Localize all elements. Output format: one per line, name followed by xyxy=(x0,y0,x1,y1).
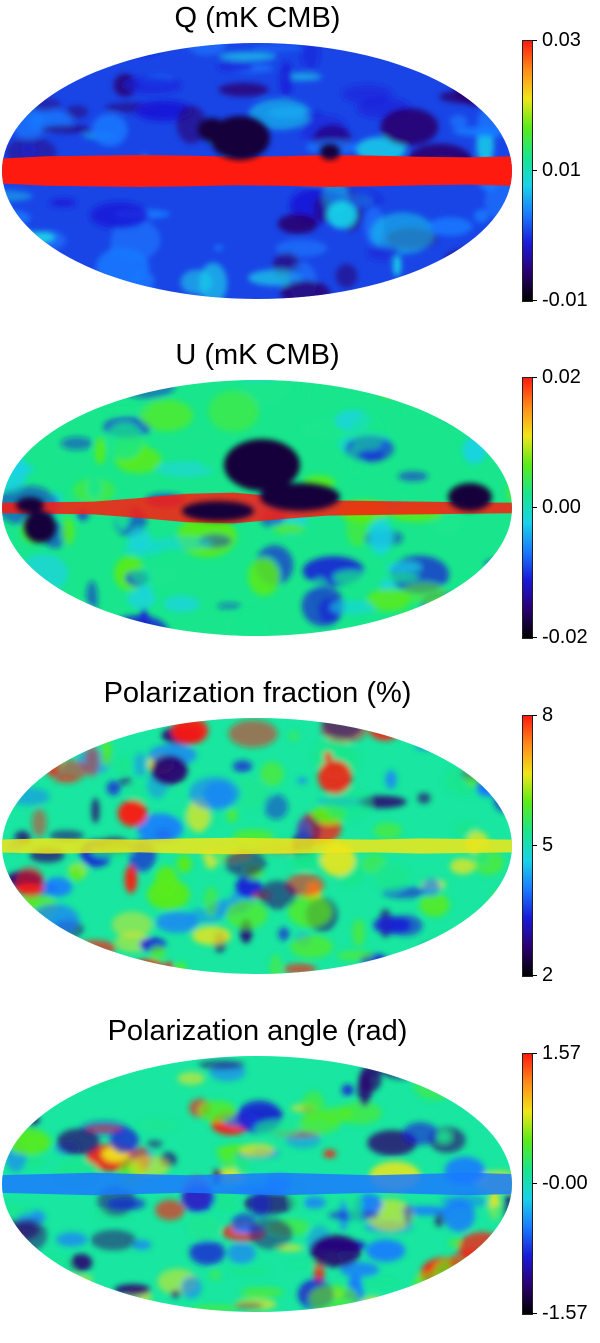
colorbar-tick-label: 8 xyxy=(542,704,554,726)
colorbar-tick xyxy=(532,715,537,716)
colorbar-tick-label: 0.00 xyxy=(542,496,581,518)
colorbar-tick xyxy=(532,40,537,41)
mollweide-map xyxy=(2,718,512,974)
colorbar xyxy=(522,1053,533,1315)
galactic-plane-band xyxy=(2,155,512,187)
colorbar xyxy=(522,715,533,977)
colorbar-tick-label: 0.01 xyxy=(542,159,581,181)
map-panel: U (mK CMB) 0.02 0.00 -0.02 xyxy=(0,337,600,667)
colorbar-tick xyxy=(532,507,537,508)
mollweide-map xyxy=(2,43,512,299)
colorbar-tick xyxy=(532,170,537,171)
colorbar-tick-label: 0.03 xyxy=(542,29,581,51)
colorbar-tick-label: 1.57 xyxy=(542,1042,581,1064)
colorbar-tick xyxy=(532,377,537,378)
galactic-plane-band xyxy=(2,492,512,524)
map-panel: Q (mK CMB) 0.03 0.01 -0.01 xyxy=(0,0,600,330)
colorbar xyxy=(522,377,533,639)
colorbar-tick-label: -0.00 xyxy=(542,1172,588,1194)
colorbar-tick xyxy=(532,1183,537,1184)
colorbar-tick xyxy=(532,637,537,638)
colorbar-tick-label: -0.02 xyxy=(542,626,588,648)
galactic-plane-band xyxy=(2,837,512,855)
colorbar-tick xyxy=(532,300,537,301)
colorbar-tick-label: 2 xyxy=(542,964,554,986)
colorbar-tick xyxy=(532,1053,537,1054)
colorbar-tick-label: 0.02 xyxy=(542,366,581,388)
map-panel: Polarization fraction (%) 8 5 2 xyxy=(0,675,600,1005)
colorbar-tick-label: -1.57 xyxy=(542,1302,588,1324)
colorbar-tick xyxy=(532,845,537,846)
colorbar-tick-label: -0.01 xyxy=(542,289,588,311)
map-title: Polarization fraction (%) xyxy=(103,677,412,709)
dark-region xyxy=(16,439,492,543)
map-title: U (mK CMB) xyxy=(175,339,340,371)
mollweide-map xyxy=(2,1056,512,1312)
colorbar-tick xyxy=(532,975,537,976)
colorbar xyxy=(522,40,533,302)
map-panel: Polarization angle (rad) 1.57 -0.00 -1.57 xyxy=(0,1013,600,1343)
map-title: Polarization angle (rad) xyxy=(107,1015,408,1047)
galactic-plane-band xyxy=(2,1172,512,1196)
colorbar-tick xyxy=(532,1313,537,1314)
map-title: Q (mK CMB) xyxy=(174,2,341,34)
dark-region xyxy=(198,116,340,160)
mollweide-map xyxy=(2,380,512,636)
colorbar-tick-label: 5 xyxy=(542,834,554,856)
